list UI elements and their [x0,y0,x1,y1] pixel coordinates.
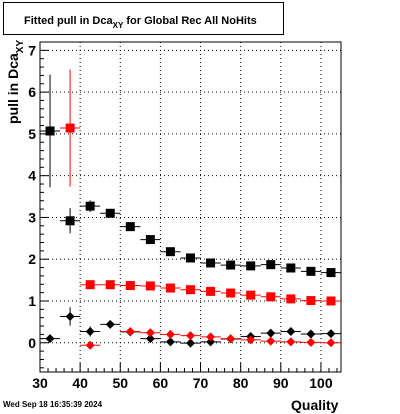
y-tick-labels: 0 1 2 3 4 5 6 7 [28,42,36,350]
data-point-square [65,123,75,133]
data-point-square [266,292,276,302]
y-axis-label-subscript: XY [15,40,26,54]
data-point-diamond [206,337,216,347]
data-point-diamond [206,332,216,342]
data-point-square [326,268,336,278]
data-point-square [186,285,195,295]
y-tick-label: 5 [28,126,36,142]
x-tick-label: 90 [273,375,289,391]
y-tick-label: 0 [28,335,36,351]
data-point-square [286,294,296,304]
title-box: Fitted pull in DcaXY for Global Rec All … [3,2,284,35]
data-point-square [286,263,296,273]
grid [40,42,341,372]
x-tick-label: 60 [153,375,169,391]
chart-title: Fitted pull in DcaXY for Global Rec All … [24,15,257,30]
data-point-square [266,260,276,270]
data-point-diamond [125,326,135,336]
data-point-square [226,260,236,270]
y-tick-label: 3 [28,209,36,225]
data-point-diamond [306,337,316,347]
data-point-square [145,235,155,245]
data-point-square [306,296,316,306]
data-point-square [206,286,216,296]
data-point-square [165,247,175,257]
data-point-diamond [186,338,195,348]
data-point-diamond [165,329,175,339]
data-point-diamond [85,340,95,350]
chart-title-main: Fitted pull in Dca [24,15,113,27]
data-point-diamond [165,337,175,347]
x-tick-label: 100 [309,375,333,391]
data-point-diamond [85,326,95,336]
data-point-diamond [145,328,155,338]
chart-title-tail: for Global Rec All NoHits [123,15,256,27]
data-point-square [186,253,195,263]
data-point-diamond [45,334,55,344]
data-point-square [226,288,236,298]
data-point-square [105,208,115,218]
y-tick-label: 2 [28,251,36,267]
data-point-square [246,261,256,271]
data-point-square [246,290,256,300]
data-point-diamond [226,334,236,344]
data-point-diamond [65,311,75,321]
data-point-square [145,281,155,291]
data-point-diamond [306,329,316,339]
x-tick-label: 50 [112,375,128,391]
y-axis-label-main: pull in Dca [5,53,21,124]
axis-ticks [39,41,338,372]
x-tick-label: 80 [233,375,249,391]
y-tick-label: 1 [28,293,36,309]
x-axis-label: Quality [291,397,339,413]
data-point-diamond [326,338,336,348]
data-point-square [125,281,135,291]
data-point-diamond [105,319,115,329]
x-tick-labels: 30 40 50 60 70 80 90 100 [32,375,333,391]
data-point-diamond [246,335,256,345]
svg-text:Fitted pull in DcaXY for Globa: Fitted pull in DcaXY for Global Rec All … [24,15,257,30]
data-point-square [306,266,316,276]
y-tick-label: 6 [28,84,36,100]
data-point-diamond [326,329,336,339]
x-tick-label: 40 [72,375,88,391]
x-tick-label: 30 [32,375,48,391]
data-point-square [125,222,135,232]
data-point-square [206,258,216,268]
data-point-square [85,201,95,211]
x-tick-label: 70 [193,375,209,391]
data-point-square [105,280,115,290]
data-points [40,69,341,350]
data-point-diamond [186,331,195,341]
data-point-diamond [286,337,296,347]
data-point-diamond [266,328,276,338]
data-point-square [45,126,55,136]
timestamp: Wed Sep 18 16:35:39 2024 [3,400,103,409]
data-point-diamond [286,326,296,336]
y-tick-label: 4 [28,168,36,184]
y-tick-label: 7 [28,42,36,58]
data-point-square [165,283,175,293]
data-point-diamond [266,336,276,346]
chart-title-subscript: XY [113,21,124,30]
y-axis-label: pull in DcaXY [5,40,26,124]
plot-frame [39,41,342,373]
data-point-square [65,216,75,226]
data-point-square [85,280,95,290]
data-point-diamond [145,334,155,344]
data-point-square [326,296,336,306]
